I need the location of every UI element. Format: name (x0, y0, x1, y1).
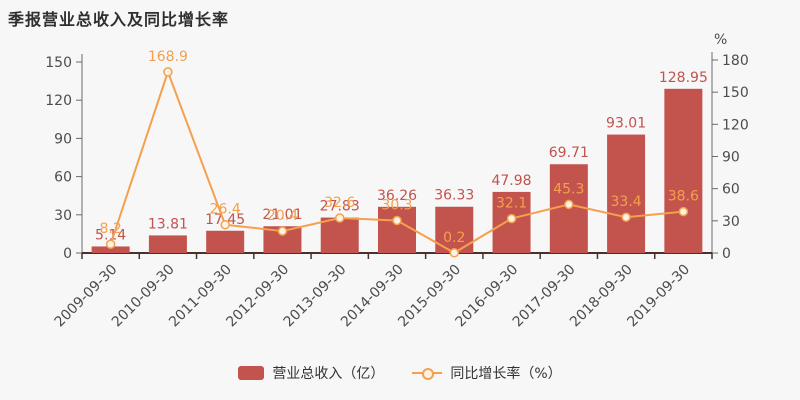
left-axis-tick-label: 90 (54, 131, 72, 147)
bar-value-label: 13.81 (148, 216, 188, 232)
line-value-label: 45.3 (553, 181, 584, 197)
revenue-bar (664, 88, 703, 253)
left-axis-tick-label: 60 (54, 170, 72, 186)
growth-line-marker (392, 215, 402, 226)
left-axis-tick-label: 150 (45, 55, 72, 71)
growth-line-marker (220, 219, 230, 230)
legend-label-growth: 同比增长率（%） (450, 366, 562, 382)
revenue-bar (206, 230, 245, 253)
right-axis-unit-label: % (714, 32, 727, 48)
left-axis-tick-label: 0 (63, 246, 72, 262)
line-value-label: 32.1 (496, 196, 527, 212)
line-value-label: 30.3 (381, 198, 412, 214)
bar-value-label: 36.26 (377, 188, 417, 204)
chart-title: 季报营业总收入及同比增长率 (8, 10, 230, 29)
growth-line-marker (163, 67, 173, 77)
bar-value-label: 47.98 (491, 173, 531, 189)
line-value-label: 168.9 (148, 49, 188, 65)
growth-line-marker (506, 213, 517, 224)
left-axis-tick-label: 120 (45, 93, 72, 109)
growth-line-marker (621, 212, 631, 222)
revenue-bar (148, 235, 187, 253)
right-axis-tick-label: 30 (722, 214, 740, 230)
revenue-bar (378, 206, 416, 253)
growth-line-marker (334, 213, 345, 223)
right-axis-tick-label: 90 (722, 150, 740, 166)
left-axis-tick-label: 30 (54, 208, 72, 224)
revenue-bar (320, 217, 359, 253)
line-value-label: 26.4 (210, 202, 241, 218)
line-value-label: 20.4 (267, 208, 298, 224)
legend-item-revenue[interactable]: 营业总收入（亿） (238, 363, 384, 383)
bar-value-label: 21.01 (262, 207, 302, 223)
bar-series-swatch (238, 366, 265, 380)
bar-value-label: 5.14 (95, 227, 126, 243)
bar-value-label: 17.45 (205, 212, 245, 228)
line-series-swatch (412, 366, 443, 380)
revenue-bar (91, 246, 130, 253)
right-axis-tick-label: 0 (722, 246, 731, 262)
line-value-label: 0.2 (443, 230, 465, 246)
right-axis-tick-label: 120 (722, 117, 749, 133)
bar-value-label: 36.33 (434, 188, 474, 204)
line-value-label: 32.6 (324, 195, 355, 211)
growth-line-marker (449, 248, 460, 258)
growth-line-marker (105, 239, 116, 249)
bar-value-label: 27.83 (320, 199, 360, 215)
growth-line-marker (564, 199, 574, 210)
bar-value-label: 69.71 (549, 145, 589, 161)
line-value-label: 8.2 (100, 221, 122, 237)
growth-line-marker (678, 206, 689, 217)
line-value-label: 33.4 (611, 194, 642, 210)
bar-value-label: 128.95 (659, 70, 708, 86)
right-axis-tick-label: 180 (722, 53, 749, 69)
line-swatch-circle-icon (422, 368, 435, 380)
bar-value-label: 93.01 (606, 116, 646, 132)
legend-label-revenue: 营业总收入（亿） (272, 366, 385, 382)
right-axis-tick-label: 60 (722, 182, 740, 198)
revenue-bar (607, 134, 646, 253)
growth-line-marker (277, 226, 288, 236)
line-value-label: 38.6 (668, 189, 699, 205)
legend-item-growth[interactable]: 同比增长率（%） (412, 363, 562, 383)
right-axis-tick-label: 150 (722, 85, 749, 101)
legend: 营业总收入（亿） 同比增长率（%） (0, 363, 800, 383)
